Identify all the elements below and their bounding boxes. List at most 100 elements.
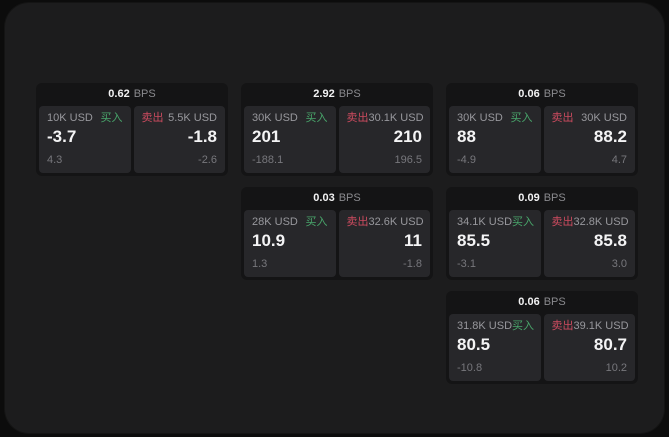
pricing-panel: 0.62 BPS 10K USD 买入 -3.7 4.3 卖出 5.5K USD: [5, 3, 664, 433]
buy-side-label: 买入: [510, 112, 533, 124]
price-card: 2.92 BPS 30K USD 买入 201 -188.1 卖出 30.1K …: [241, 83, 433, 176]
spread-value: 0.06: [518, 296, 540, 308]
sell-side-label: 卖出: [551, 216, 574, 228]
sell-side-label: 卖出: [346, 216, 369, 228]
sell-tile-top: 卖出 32.8K USD: [551, 216, 629, 229]
price-card: 0.06 BPS 30K USD 买入 88 -4.9 卖出 30K USD: [446, 83, 638, 176]
spread-header: 0.03 BPS: [241, 187, 433, 210]
buy-price-tile[interactable]: 31.8K USD 买入 80.5 -10.8: [449, 314, 541, 381]
sell-side-label: 卖出: [346, 112, 369, 124]
sell-price-tile[interactable]: 卖出 39.1K USD 80.7 10.2: [543, 314, 635, 381]
sell-price: 80.7: [593, 335, 627, 354]
price-card-body: 30K USD 买入 88 -4.9 卖出 30K USD 88.2 4.7: [446, 106, 638, 176]
bps-unit-label: BPS: [543, 296, 566, 308]
buy-side-label: 买入: [305, 216, 328, 228]
sell-amount: 30K USD: [581, 112, 627, 124]
sell-price-tile[interactable]: 卖出 30.1K USD 210 196.5: [338, 106, 430, 173]
bps-unit-label: BPS: [338, 88, 361, 100]
buy-delta: 1.3: [252, 258, 268, 270]
sell-amount: 5.5K USD: [168, 112, 217, 124]
sell-amount: 32.6K USD: [368, 216, 424, 228]
sell-tile-top: 卖出 30.1K USD: [346, 112, 424, 125]
buy-delta: -188.1: [252, 154, 284, 166]
price-card-body: 34.1K USD 买入 85.5 -3.1 卖出 32.8K USD 85.8…: [446, 210, 638, 280]
buy-price: 88: [457, 127, 476, 146]
price-card-body: 28K USD 买入 10.9 1.3 卖出 32.6K USD 11 -1.8: [241, 210, 433, 280]
sell-amount: 32.8K USD: [573, 216, 629, 228]
sell-price: 11: [404, 231, 422, 250]
bps-unit-label: BPS: [338, 192, 361, 204]
sell-delta: 3.0: [611, 258, 627, 270]
sell-price: -1.8: [187, 127, 217, 146]
buy-price: 80.5: [457, 335, 491, 354]
sell-delta: 4.7: [611, 154, 627, 166]
buy-delta: -3.1: [457, 258, 476, 270]
buy-price-tile[interactable]: 30K USD 买入 88 -4.9: [449, 106, 541, 173]
sell-price: 210: [393, 127, 422, 146]
sell-tile-top: 卖出 39.1K USD: [551, 320, 629, 333]
spread-value: 0.03: [313, 192, 335, 204]
buy-side-label: 买入: [305, 112, 328, 124]
sell-amount: 30.1K USD: [368, 112, 424, 124]
sell-side-label: 卖出: [551, 320, 574, 332]
buy-price-tile[interactable]: 30K USD 买入 201 -188.1: [244, 106, 336, 173]
sell-price: 88.2: [593, 127, 627, 146]
spread-value: 2.92: [313, 88, 335, 100]
buy-price: 10.9: [252, 231, 286, 250]
buy-amount: 10K USD: [47, 112, 93, 124]
buy-tile-top: 10K USD 买入: [47, 112, 123, 125]
sell-tile-top: 卖出 30K USD: [552, 112, 628, 125]
spread-header: 0.62 BPS: [36, 83, 228, 106]
buy-side-label: 买入: [100, 112, 123, 124]
buy-price-tile[interactable]: 10K USD 买入 -3.7 4.3: [39, 106, 131, 173]
bps-unit-label: BPS: [543, 192, 566, 204]
spread-value: 0.09: [518, 192, 540, 204]
spread-header: 0.06 BPS: [446, 291, 638, 314]
sell-price-tile[interactable]: 卖出 32.6K USD 11 -1.8: [338, 210, 430, 277]
buy-amount: 30K USD: [457, 112, 503, 124]
buy-side-label: 买入: [512, 320, 535, 332]
sell-amount: 39.1K USD: [573, 320, 629, 332]
buy-tile-top: 30K USD 买入: [252, 112, 328, 125]
buy-tile-top: 28K USD 买入: [252, 216, 328, 229]
buy-amount: 28K USD: [252, 216, 298, 228]
price-card: 0.62 BPS 10K USD 买入 -3.7 4.3 卖出 5.5K USD: [36, 83, 228, 176]
price-card-body: 31.8K USD 买入 80.5 -10.8 卖出 39.1K USD 80.…: [446, 314, 638, 384]
buy-amount: 31.8K USD: [457, 320, 513, 332]
sell-tile-top: 卖出 5.5K USD: [142, 112, 218, 125]
buy-tile-top: 34.1K USD 买入: [457, 216, 535, 229]
buy-side-label: 买入: [512, 216, 535, 228]
sell-tile-top: 卖出 32.6K USD: [346, 216, 424, 229]
buy-amount: 30K USD: [252, 112, 298, 124]
sell-side-label: 卖出: [551, 112, 574, 124]
price-card: 0.03 BPS 28K USD 买入 10.9 1.3 卖出 32.6K US…: [241, 187, 433, 280]
buy-price: 201: [252, 127, 281, 146]
buy-price: -3.7: [47, 127, 77, 146]
buy-tile-top: 31.8K USD 买入: [457, 320, 535, 333]
sell-price-tile[interactable]: 卖出 5.5K USD -1.8 -2.6: [133, 106, 225, 173]
price-card-body: 30K USD 买入 201 -188.1 卖出 30.1K USD 210 1…: [241, 106, 433, 176]
spread-value: 0.62: [108, 88, 130, 100]
sell-price-tile[interactable]: 卖出 30K USD 88.2 4.7: [543, 106, 635, 173]
sell-delta: -2.6: [198, 154, 217, 166]
sell-delta: -1.8: [403, 258, 422, 270]
buy-price: 85.5: [457, 231, 491, 250]
sell-delta: 10.2: [605, 362, 627, 374]
spread-header: 0.09 BPS: [446, 187, 638, 210]
buy-price-tile[interactable]: 28K USD 买入 10.9 1.3: [244, 210, 336, 277]
buy-delta: -10.8: [457, 362, 483, 374]
price-card: 0.06 BPS 31.8K USD 买入 80.5 -10.8 卖出 39.1…: [446, 291, 638, 384]
sell-price: 85.8: [593, 231, 627, 250]
price-card: 0.09 BPS 34.1K USD 买入 85.5 -3.1 卖出 32.8K…: [446, 187, 638, 280]
buy-price-tile[interactable]: 34.1K USD 买入 85.5 -3.1: [449, 210, 541, 277]
sell-delta: 196.5: [394, 154, 422, 166]
buy-tile-top: 30K USD 买入: [457, 112, 533, 125]
sell-price-tile[interactable]: 卖出 32.8K USD 85.8 3.0: [543, 210, 635, 277]
buy-delta: -4.9: [457, 154, 476, 166]
bps-unit-label: BPS: [133, 88, 156, 100]
price-card-body: 10K USD 买入 -3.7 4.3 卖出 5.5K USD -1.8 -2.…: [36, 106, 228, 176]
sell-side-label: 卖出: [141, 112, 164, 124]
bps-unit-label: BPS: [543, 88, 566, 100]
buy-delta: 4.3: [47, 154, 63, 166]
